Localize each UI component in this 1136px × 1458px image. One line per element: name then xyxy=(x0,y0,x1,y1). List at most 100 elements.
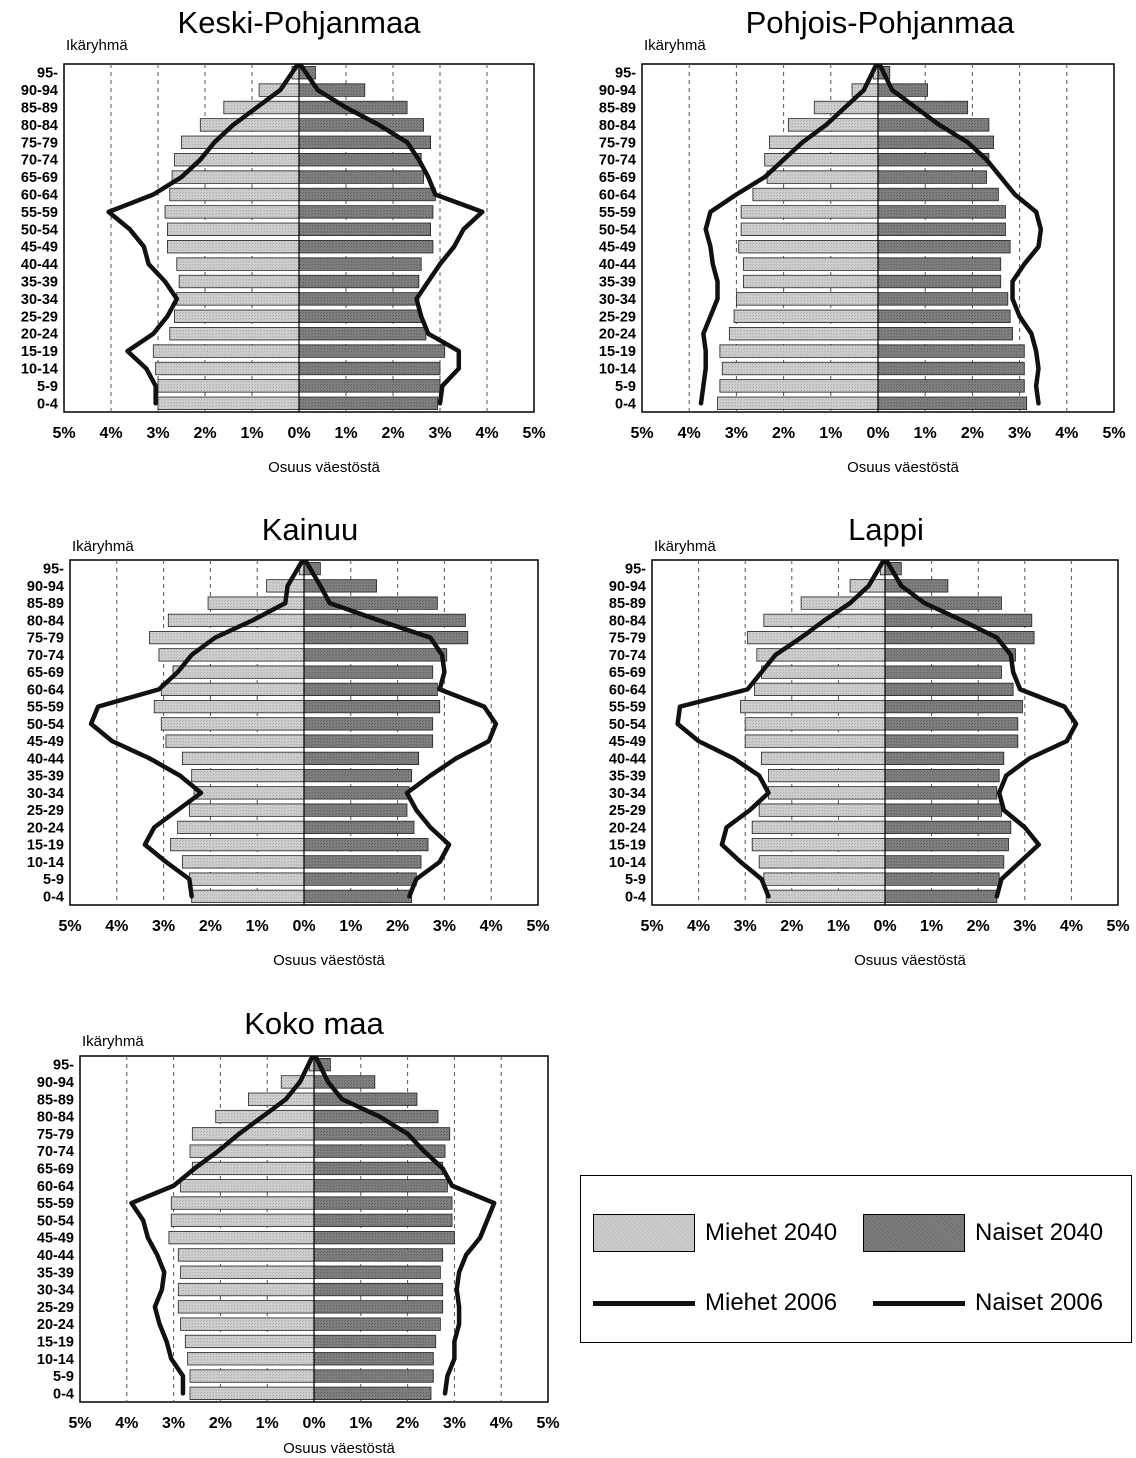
bar-women-2040 xyxy=(298,361,441,376)
legend-line-women-2006 xyxy=(873,1300,965,1306)
x-tick-label: 3% xyxy=(1013,918,1036,935)
bar-men-2040 xyxy=(160,682,305,696)
bar-men-2040 xyxy=(188,872,305,886)
legend-swatch-men-2040 xyxy=(593,1214,695,1252)
bar-women-2040 xyxy=(303,700,441,714)
category-label: 15-19 xyxy=(21,344,58,360)
bar-men-2040 xyxy=(763,872,886,886)
category-label: 85-89 xyxy=(609,596,646,612)
category-label: 55-59 xyxy=(37,1196,74,1212)
bar-women-2040 xyxy=(884,717,1019,731)
bar-women-2040 xyxy=(313,1213,453,1227)
category-label: 90-94 xyxy=(609,579,646,595)
y-axis-label: Ikäryhmä xyxy=(82,1033,144,1050)
x-tick-label: 2% xyxy=(396,1415,419,1432)
legend-item-men-2040: Miehet 2040 xyxy=(593,1214,837,1252)
bar-women-2040 xyxy=(298,327,427,341)
bar-women-2040 xyxy=(303,717,434,731)
bar-men-2040 xyxy=(191,769,305,783)
bar-women-2040 xyxy=(303,631,469,645)
category-label: 45-49 xyxy=(21,240,58,256)
category-label: 60-64 xyxy=(27,682,64,698)
category-label: 10-14 xyxy=(27,855,64,871)
x-tick-label: 2% xyxy=(381,425,404,442)
category-label: 25-29 xyxy=(599,309,636,325)
x-tick-label: 0% xyxy=(292,918,315,935)
bar-men-2040 xyxy=(188,803,305,817)
x-tick-label: 2% xyxy=(386,918,409,935)
bar-women-2040 xyxy=(313,1317,441,1331)
bar-men-2040 xyxy=(181,135,300,149)
bar-women-2040 xyxy=(298,222,432,236)
bar-women-2040 xyxy=(303,872,417,886)
bar-men-2040 xyxy=(174,309,300,323)
category-label: 60-64 xyxy=(609,682,646,698)
bar-women-2040 xyxy=(298,170,424,184)
category-label: 0-4 xyxy=(43,889,64,905)
category-label: 70-74 xyxy=(37,1144,74,1160)
bar-women-2040 xyxy=(303,889,413,903)
bar-men-2040 xyxy=(160,717,305,731)
bar-men-2040 xyxy=(189,1386,315,1400)
x-tick-label: 1% xyxy=(334,425,357,442)
bar-men-2040 xyxy=(768,769,886,783)
category-label: 45-49 xyxy=(37,1231,74,1247)
category-label: 15-19 xyxy=(27,838,64,854)
bar-women-2040 xyxy=(884,665,1002,679)
bar-women-2040 xyxy=(313,1300,444,1314)
category-label: 80-84 xyxy=(37,1110,74,1126)
bar-men-2040 xyxy=(169,187,300,202)
bar-women-2040 xyxy=(303,682,438,696)
bar-men-2040 xyxy=(754,682,886,696)
line-women-2006 xyxy=(314,1055,497,1396)
category-label: 15-19 xyxy=(609,838,646,854)
bar-women-2040 xyxy=(298,292,420,306)
x-tick-label: 1% xyxy=(819,425,842,442)
legend-item-women-2006: Naiset 2006 xyxy=(873,1289,1103,1317)
category-label: 90-94 xyxy=(599,83,636,99)
bar-women-2040 xyxy=(877,327,1013,341)
category-label: 80-84 xyxy=(599,118,636,134)
bar-men-2040 xyxy=(740,222,879,236)
bar-men-2040 xyxy=(751,820,886,834)
category-label: 95- xyxy=(615,66,636,82)
bar-women-2040 xyxy=(298,257,422,271)
bar-men-2040 xyxy=(717,396,879,410)
y-axis-label: Ikäryhmä xyxy=(644,37,706,54)
bar-men-2040 xyxy=(153,700,305,714)
category-label: 40-44 xyxy=(27,751,64,767)
bar-men-2040 xyxy=(180,1317,315,1331)
bar-women-2040 xyxy=(877,240,1011,254)
bar-men-2040 xyxy=(740,700,886,714)
category-label: 30-34 xyxy=(37,1283,74,1299)
bar-men-2040 xyxy=(743,274,879,289)
bar-men-2040 xyxy=(769,135,879,149)
bar-women-2040 xyxy=(313,1248,444,1262)
bar-women-2040 xyxy=(313,1265,441,1279)
category-label: 10-14 xyxy=(599,362,636,378)
y-axis-label: Ikäryhmä xyxy=(654,538,716,555)
category-label: 35-39 xyxy=(21,275,58,291)
bar-men-2040 xyxy=(743,257,879,271)
category-label: 30-34 xyxy=(609,786,646,802)
x-axis-label: Osuus väestöstä xyxy=(847,459,959,476)
category-label: 0-4 xyxy=(615,396,636,412)
bar-women-2040 xyxy=(884,803,1002,817)
bar-women-2040 xyxy=(303,820,415,834)
bar-men-2040 xyxy=(155,361,300,376)
bar-women-2040 xyxy=(313,1282,444,1297)
legend-item-men-2006: Miehet 2006 xyxy=(593,1289,837,1317)
category-label: 10-14 xyxy=(609,855,646,871)
bar-women-2040 xyxy=(884,682,1014,696)
bar-men-2040 xyxy=(170,838,305,852)
category-label: 5-9 xyxy=(37,379,58,395)
category-label: 55-59 xyxy=(599,205,636,221)
category-label: 90-94 xyxy=(37,1075,74,1091)
bar-men-2040 xyxy=(747,631,886,645)
bar-women-2040 xyxy=(313,1075,376,1089)
bar-men-2040 xyxy=(164,205,300,219)
x-tick-label: 5% xyxy=(52,425,75,442)
bar-men-2040 xyxy=(766,170,879,184)
x-tick-label: 5% xyxy=(1106,918,1129,935)
category-label: 95- xyxy=(53,1058,74,1074)
